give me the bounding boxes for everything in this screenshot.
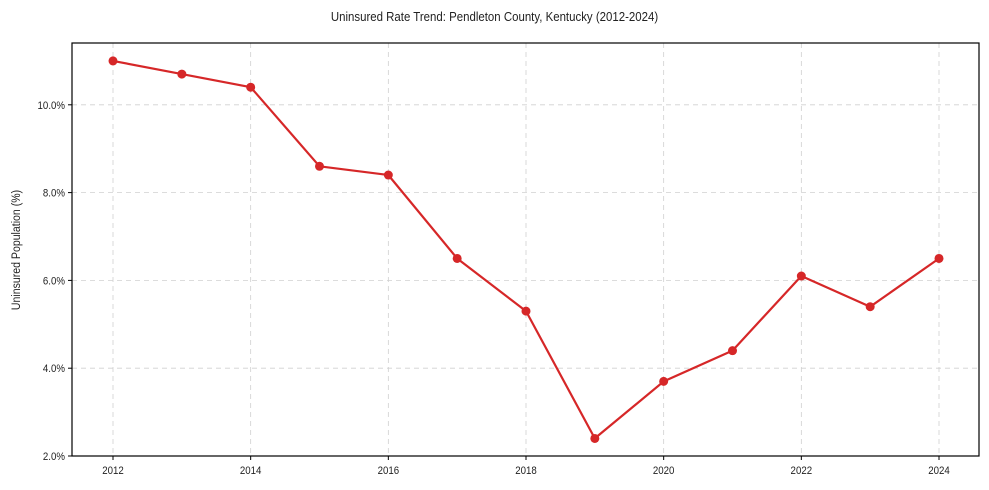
data-point-marker xyxy=(177,69,187,79)
data-point-marker xyxy=(108,56,118,66)
y-axis: 2.0% 4.0% 6.0% 8.0% 10.0% xyxy=(38,100,72,463)
x-tick-label: 2020 xyxy=(653,466,675,478)
y-tick-label: 2.0% xyxy=(43,452,65,464)
data-point-marker xyxy=(315,161,324,171)
data-point-marker xyxy=(246,82,256,92)
data-point-marker xyxy=(383,170,393,180)
data-markers xyxy=(108,56,944,443)
y-tick-label: 4.0% xyxy=(43,364,65,376)
y-tick-label: 8.0% xyxy=(43,188,65,200)
x-tick-label: 2014 xyxy=(240,466,262,478)
x-tick-label: 2012 xyxy=(102,466,124,478)
chart-title: Uninsured Rate Trend: Pendleton County, … xyxy=(330,9,659,24)
data-point-marker xyxy=(865,302,875,312)
data-point-marker xyxy=(728,346,737,356)
x-tick-label: 2018 xyxy=(515,466,537,478)
data-point-marker xyxy=(521,306,531,316)
y-tick-label: 6.0% xyxy=(43,276,65,288)
x-axis: 2012 2014 2016 2018 2020 2022 2024 xyxy=(102,456,950,477)
data-point-marker xyxy=(452,253,462,263)
data-point-marker xyxy=(659,376,669,386)
x-tick-label: 2024 xyxy=(928,466,950,478)
grid-lines xyxy=(72,43,979,457)
x-tick-label: 2016 xyxy=(378,466,400,478)
data-point-marker xyxy=(796,271,806,281)
y-axis-label: Uninsured Population (%) xyxy=(10,190,23,310)
x-tick-label: 2022 xyxy=(791,466,813,478)
data-point-marker xyxy=(590,433,600,443)
data-point-marker xyxy=(934,253,944,263)
y-tick-label: 10.0% xyxy=(38,100,65,112)
